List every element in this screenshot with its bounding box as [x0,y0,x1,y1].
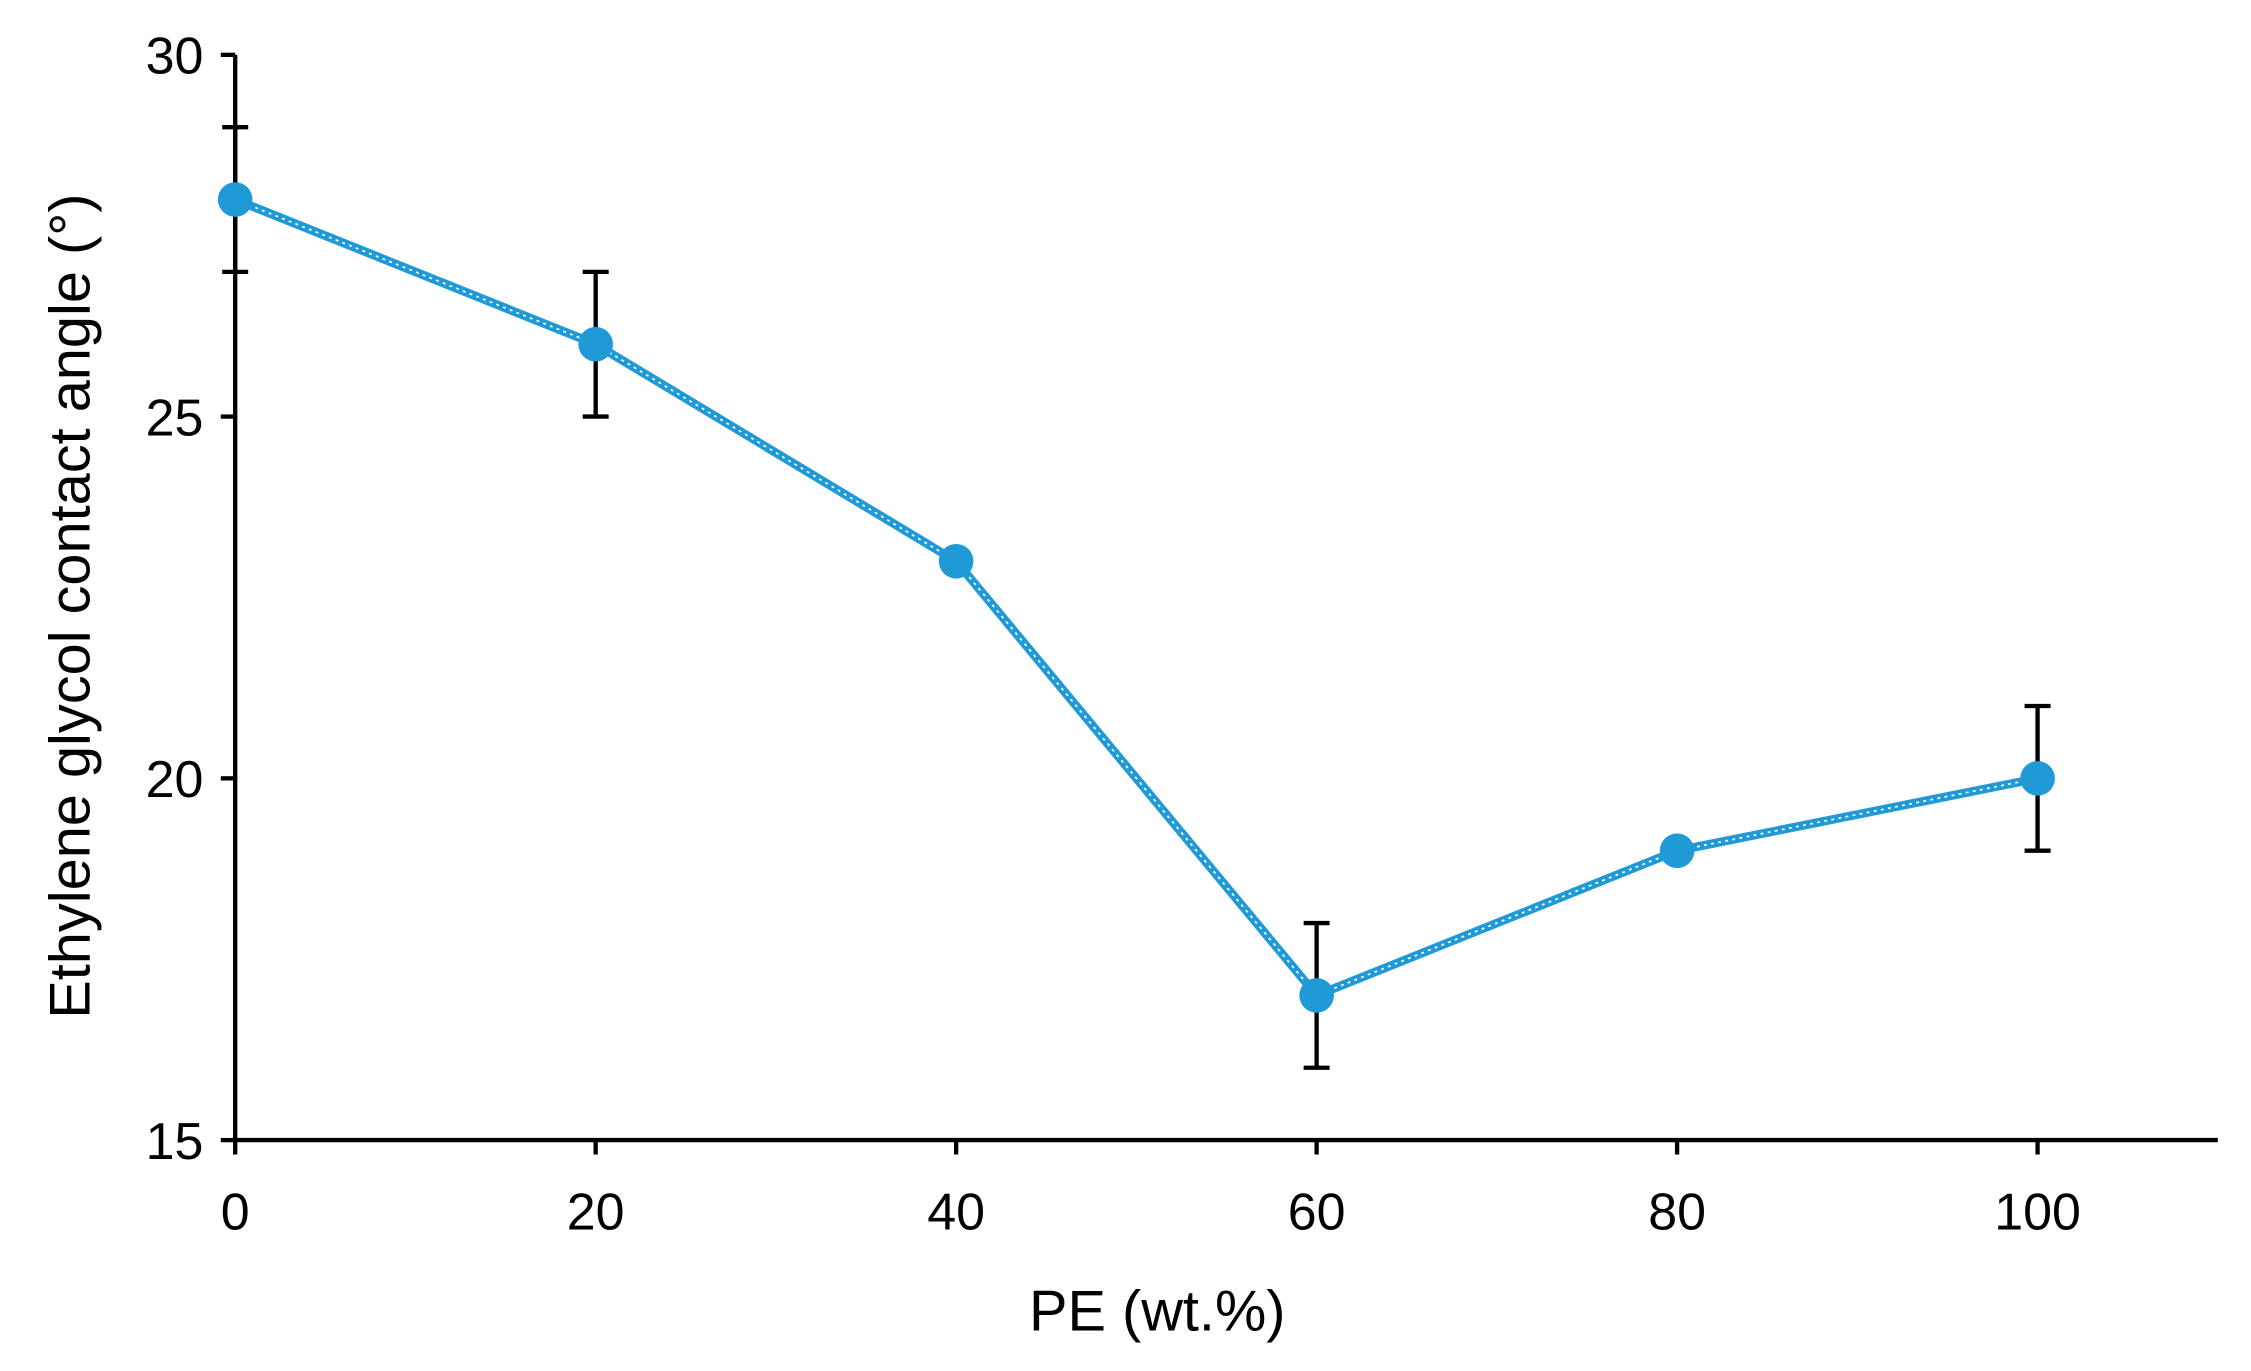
x-tick-label: 20 [567,1184,625,1242]
x-axis-label: PE (wt.%) [1029,1280,1286,1344]
data-point [938,543,974,579]
error-bars [222,125,2051,1070]
data-point [1659,833,1695,869]
data-point [217,182,253,217]
data-point [1299,978,1334,1013]
series [217,182,2055,1013]
data-point [578,326,613,362]
y-axis-label: Ethylene glycol contact angle (°) [38,194,102,1019]
x-tick-label: 80 [1648,1184,1706,1242]
series-line [233,195,2039,1001]
x-tick-label: 0 [221,1184,250,1242]
y-tick-label: 20 [146,751,204,809]
x-tick-label: 100 [1994,1184,2081,1242]
axes [220,52,2218,1155]
y-tick-label: 25 [146,389,204,447]
x-tick-label: 60 [1288,1184,1346,1242]
x-tick-label: 40 [927,1184,985,1242]
y-tick-label: 15 [146,1113,204,1171]
tick-labels: 0 20 40 60 80 100 15 20 25 30 [146,28,2081,1242]
y-tick-label: 30 [146,28,204,86]
series-line-hatch [234,198,2038,997]
data-point [2020,761,2055,796]
